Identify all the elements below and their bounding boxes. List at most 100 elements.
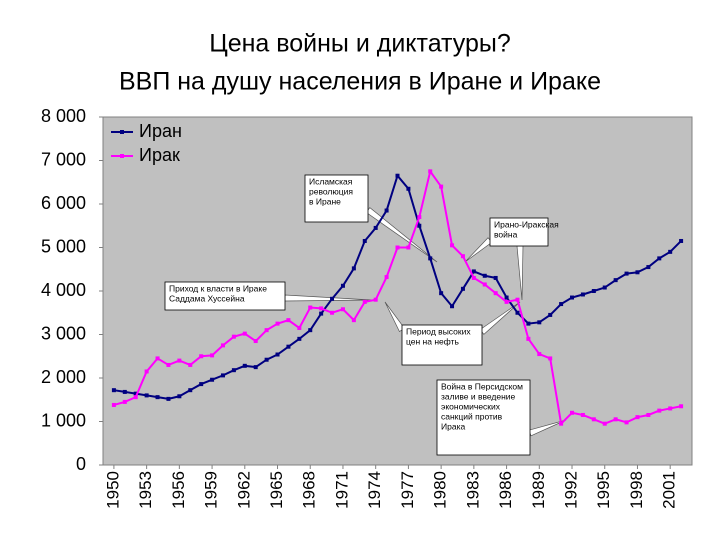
annotation-text: Период высоких bbox=[406, 326, 471, 336]
annotation-text: в Иране bbox=[309, 196, 341, 206]
y-tick-label: 7 000 bbox=[41, 149, 86, 169]
data-point bbox=[482, 282, 487, 287]
y-tick-label: 2 000 bbox=[41, 367, 86, 387]
data-point bbox=[253, 365, 258, 370]
data-point bbox=[330, 296, 335, 301]
legend-label: Ирак bbox=[139, 145, 180, 165]
y-tick-label: 8 000 bbox=[41, 106, 86, 126]
x-tick-label: 1983 bbox=[463, 471, 482, 509]
annotation-text: Саддама Хуссейна bbox=[169, 293, 245, 303]
annotation-box bbox=[304, 174, 369, 223]
data-point bbox=[177, 394, 182, 399]
data-point bbox=[330, 310, 335, 315]
data-point bbox=[406, 186, 411, 191]
data-point bbox=[199, 354, 204, 359]
data-point bbox=[548, 356, 553, 361]
x-tick-label: 1974 bbox=[365, 471, 384, 509]
annotation-text: Приход к власти в Ираке bbox=[169, 283, 267, 293]
x-tick-label: 1968 bbox=[300, 471, 319, 509]
data-point bbox=[275, 321, 280, 326]
data-point bbox=[635, 270, 640, 275]
data-point bbox=[515, 297, 520, 302]
data-point bbox=[559, 302, 564, 307]
chart-title: Цена войны и диктатуры? bbox=[209, 30, 511, 58]
data-point bbox=[210, 353, 215, 358]
data-point bbox=[242, 331, 247, 336]
data-point bbox=[373, 297, 378, 302]
data-point bbox=[657, 408, 662, 413]
x-tick-label: 1995 bbox=[594, 471, 613, 509]
data-point bbox=[220, 343, 225, 348]
data-point bbox=[319, 311, 324, 316]
x-tick-label: 1980 bbox=[431, 471, 450, 509]
annotation-text: заливе и введение bbox=[441, 391, 516, 401]
data-point bbox=[122, 399, 127, 404]
legend-marker bbox=[120, 154, 124, 158]
data-point bbox=[199, 382, 204, 387]
data-point bbox=[231, 334, 236, 339]
annotation-box bbox=[436, 379, 531, 456]
x-tick-label: 1989 bbox=[529, 471, 548, 509]
x-tick-label: 1965 bbox=[267, 471, 286, 509]
data-point bbox=[624, 420, 629, 425]
annotation-box bbox=[489, 217, 549, 247]
data-point bbox=[482, 273, 487, 278]
data-point bbox=[679, 238, 684, 243]
data-point bbox=[559, 421, 564, 426]
data-point bbox=[166, 396, 171, 401]
x-tick-label: 1950 bbox=[103, 471, 122, 509]
data-point bbox=[308, 328, 313, 333]
data-point bbox=[646, 412, 651, 417]
data-point bbox=[111, 388, 116, 393]
data-point bbox=[460, 286, 465, 291]
data-point bbox=[286, 318, 291, 323]
data-point bbox=[133, 395, 138, 400]
data-point bbox=[602, 421, 607, 426]
annotation-text: санкций против bbox=[441, 411, 503, 421]
data-point bbox=[591, 417, 596, 422]
data-point bbox=[155, 395, 160, 400]
data-point bbox=[264, 328, 269, 333]
data-point bbox=[351, 266, 356, 271]
data-point bbox=[264, 357, 269, 362]
data-point bbox=[635, 415, 640, 420]
data-point bbox=[242, 363, 247, 368]
data-point bbox=[133, 391, 138, 396]
annotation-text: война bbox=[494, 229, 518, 239]
data-point bbox=[177, 358, 182, 363]
data-point bbox=[384, 208, 389, 213]
data-point bbox=[155, 356, 160, 361]
x-tick-label: 1956 bbox=[169, 471, 188, 509]
data-point bbox=[362, 238, 367, 243]
data-point bbox=[384, 275, 389, 280]
y-tick-label: 3 000 bbox=[41, 323, 86, 343]
x-tick-label: 1977 bbox=[398, 471, 417, 509]
annotation-text: революция bbox=[309, 186, 353, 196]
data-point bbox=[493, 275, 498, 280]
x-tick-label: 1986 bbox=[496, 471, 515, 509]
data-point bbox=[548, 312, 553, 317]
y-tick-label: 4 000 bbox=[41, 280, 86, 300]
data-point bbox=[471, 275, 476, 280]
data-point bbox=[275, 352, 280, 357]
data-point bbox=[613, 278, 618, 283]
data-point bbox=[657, 256, 662, 261]
data-point bbox=[417, 215, 422, 220]
data-point bbox=[286, 344, 291, 349]
data-point bbox=[570, 410, 575, 415]
data-point bbox=[395, 245, 400, 250]
data-point bbox=[602, 285, 607, 290]
data-point bbox=[613, 417, 618, 422]
data-point bbox=[188, 388, 193, 393]
data-point bbox=[428, 169, 433, 174]
chart-title: ВВП на душу населения в Иране и Ираке bbox=[119, 68, 601, 96]
data-point bbox=[373, 225, 378, 230]
data-point bbox=[122, 389, 127, 394]
data-point bbox=[504, 295, 509, 300]
data-point bbox=[580, 292, 585, 297]
data-point bbox=[308, 305, 313, 310]
annotation-text: экономических bbox=[441, 401, 501, 411]
data-point bbox=[439, 291, 444, 296]
data-point bbox=[362, 299, 367, 304]
